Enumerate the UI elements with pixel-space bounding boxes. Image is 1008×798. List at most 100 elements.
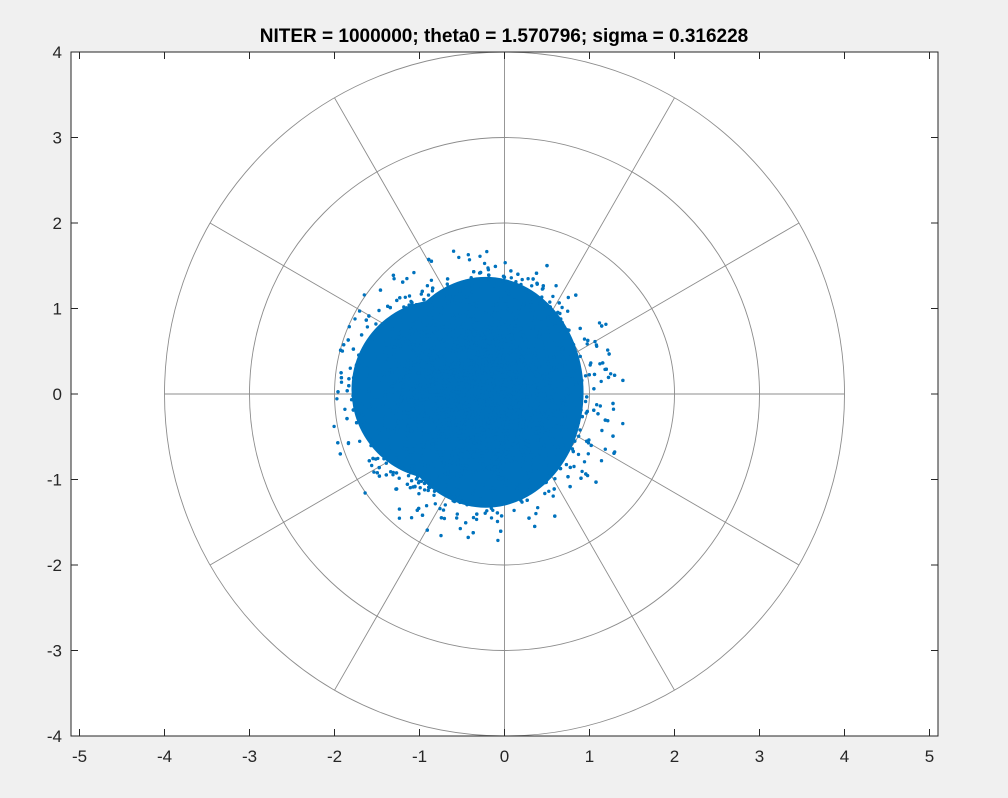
data-point — [435, 399, 439, 403]
data-point — [427, 365, 431, 369]
data-point — [481, 391, 485, 395]
data-point — [517, 472, 521, 476]
data-point — [414, 320, 419, 324]
data-point — [585, 439, 589, 443]
data-point — [514, 385, 518, 389]
data-point — [439, 303, 443, 308]
data-point — [401, 455, 405, 459]
data-point — [440, 362, 444, 367]
data-point — [535, 426, 539, 430]
data-point — [465, 421, 469, 426]
data-point — [463, 389, 467, 393]
data-point — [492, 396, 497, 400]
data-point — [392, 277, 396, 281]
data-point — [399, 330, 404, 335]
data-point — [501, 411, 506, 415]
data-point — [565, 387, 569, 392]
data-point — [359, 423, 364, 427]
data-point — [516, 429, 521, 433]
data-point — [426, 321, 430, 325]
data-point — [490, 442, 494, 446]
data-point — [506, 367, 510, 371]
data-point — [436, 352, 440, 356]
data-point — [456, 458, 460, 462]
data-point — [521, 398, 525, 403]
data-point — [456, 423, 461, 427]
data-point — [499, 310, 503, 314]
data-point — [536, 386, 541, 390]
data-point — [539, 421, 544, 426]
data-point — [501, 383, 505, 387]
chart-title: NITER = 1000000; theta0 = 1.570796; sigm… — [260, 26, 749, 47]
data-point — [434, 474, 439, 478]
data-point — [534, 271, 539, 275]
data-point — [531, 277, 535, 281]
data-point — [482, 431, 486, 435]
data-point — [515, 373, 519, 377]
data-point — [529, 303, 533, 307]
data-point — [464, 282, 469, 287]
data-point — [493, 371, 498, 375]
data-point — [422, 331, 426, 335]
data-point — [439, 383, 443, 388]
data-point — [456, 437, 460, 441]
data-point — [568, 394, 573, 399]
data-point — [410, 332, 414, 336]
data-point — [500, 345, 504, 349]
data-point — [429, 476, 434, 480]
data-point — [575, 424, 579, 428]
data-point — [510, 481, 515, 486]
data-point — [451, 349, 455, 353]
data-point — [407, 400, 411, 404]
data-point — [375, 398, 380, 402]
data-point — [517, 307, 521, 311]
data-point — [449, 434, 454, 439]
data-point — [462, 429, 466, 433]
data-point — [489, 516, 494, 520]
data-point — [535, 389, 539, 393]
data-point — [560, 342, 565, 347]
data-point — [424, 337, 428, 341]
data-point — [597, 321, 602, 325]
data-point — [607, 352, 611, 356]
data-point — [531, 344, 535, 349]
data-point — [417, 385, 422, 390]
data-point — [409, 516, 414, 520]
data-point — [514, 440, 519, 444]
data-point — [488, 337, 492, 341]
data-point — [438, 411, 442, 416]
data-point — [486, 344, 490, 349]
data-point — [435, 365, 440, 369]
data-point — [415, 467, 420, 471]
data-point — [502, 353, 507, 358]
data-point — [450, 441, 455, 445]
data-point — [559, 406, 563, 410]
data-point — [484, 406, 488, 410]
data-point — [479, 285, 483, 289]
data-point — [516, 395, 520, 399]
data-point — [486, 401, 490, 405]
data-point — [420, 370, 424, 374]
data-point — [439, 533, 443, 538]
data-point — [551, 413, 556, 417]
data-point — [429, 259, 434, 263]
data-point — [462, 414, 467, 419]
data-point — [492, 375, 496, 380]
data-point — [381, 344, 385, 348]
data-point — [526, 326, 530, 330]
data-point — [484, 360, 488, 365]
data-point — [527, 426, 532, 430]
data-point — [474, 480, 478, 484]
data-point — [401, 384, 405, 389]
data-point — [445, 294, 449, 298]
data-point — [409, 479, 414, 483]
data-point — [543, 343, 548, 347]
data-point — [514, 399, 518, 403]
data-point — [332, 424, 336, 429]
data-point — [489, 372, 494, 376]
data-point — [446, 301, 450, 305]
data-point — [586, 452, 590, 456]
data-point — [538, 328, 542, 332]
data-point — [568, 484, 572, 489]
data-point — [499, 380, 503, 385]
